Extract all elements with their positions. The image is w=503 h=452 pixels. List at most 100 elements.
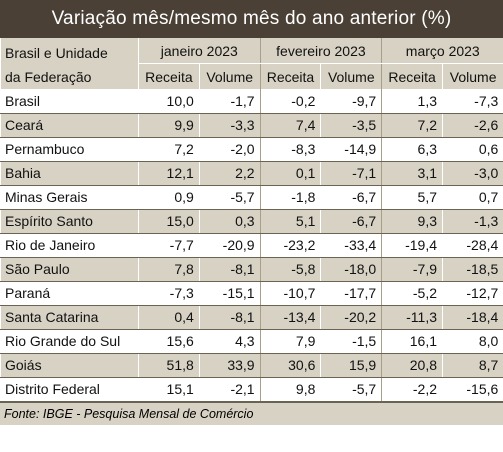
cell-value: -20,9 bbox=[198, 233, 261, 258]
row-label: Brasil bbox=[0, 89, 139, 114]
table-row: Goiás 51,8 33,9 30,6 15,9 20,8 8,7 bbox=[0, 353, 503, 378]
cell-value: -2,1 bbox=[198, 377, 261, 402]
cell-value: 33,9 bbox=[198, 353, 261, 378]
cell-value: 0,3 bbox=[198, 209, 261, 234]
cell-value: 1,3 bbox=[381, 89, 443, 114]
cell-value: -6,7 bbox=[320, 185, 382, 210]
cell-value: -1,7 bbox=[198, 89, 261, 114]
cell-value: 0,9 bbox=[138, 185, 200, 210]
cell-value: -18,4 bbox=[442, 305, 503, 330]
table-body: Brasil 10,0 -1,7 -0,2 -9,7 1,3 -7,3 Cear… bbox=[0, 89, 503, 402]
cell-value: -15,6 bbox=[442, 377, 503, 402]
table-row: Ceará 9,9 -3,3 7,4 -3,5 7,2 -2,6 bbox=[0, 113, 503, 138]
cell-value: 5,7 bbox=[381, 185, 443, 210]
cell-value: 15,6 bbox=[138, 329, 200, 354]
cell-value: 8,0 bbox=[442, 329, 503, 354]
subheader-volume: Volume bbox=[320, 63, 382, 89]
cell-value: -7,3 bbox=[442, 89, 503, 114]
cell-value: 0,1 bbox=[259, 161, 321, 186]
cell-value: -15,1 bbox=[198, 281, 261, 306]
table-row: Paraná -7,3 -15,1 -10,7 -17,7 -5,2 -12,7 bbox=[0, 281, 503, 306]
cell-value: -1,8 bbox=[259, 185, 321, 210]
cell-value: 12,1 bbox=[138, 161, 200, 186]
month-header-january: janeiro 2023 bbox=[138, 38, 261, 64]
cell-value: -2,2 bbox=[381, 377, 443, 402]
cell-value: 2,2 bbox=[198, 161, 261, 186]
table-row: Brasil 10,0 -1,7 -0,2 -9,7 1,3 -7,3 bbox=[0, 89, 503, 114]
cell-value: 10,0 bbox=[138, 89, 200, 114]
cell-value: -5,8 bbox=[259, 257, 321, 282]
cell-value: -3,3 bbox=[198, 113, 261, 138]
cell-value: -33,4 bbox=[320, 233, 382, 258]
cell-value: -17,7 bbox=[320, 281, 382, 306]
cell-value: -1,3 bbox=[442, 209, 503, 234]
table-row: Santa Catarina 0,4 -8,1 -13,4 -20,2 -11,… bbox=[0, 305, 503, 330]
region-header-line1: Brasil e Unidade bbox=[5, 45, 108, 61]
cell-value: 7,8 bbox=[138, 257, 200, 282]
subheader-receita: Receita bbox=[381, 63, 443, 89]
row-label: Distrito Federal bbox=[0, 377, 139, 402]
cell-value: 15,1 bbox=[138, 377, 200, 402]
subheader-volume: Volume bbox=[442, 63, 503, 89]
cell-value: -18,5 bbox=[442, 257, 503, 282]
cell-value: 5,1 bbox=[259, 209, 321, 234]
cell-value: 15,9 bbox=[320, 353, 382, 378]
row-label: Rio de Janeiro bbox=[0, 233, 139, 258]
row-label: Pernambuco bbox=[0, 137, 139, 162]
cell-value: 8,7 bbox=[442, 353, 503, 378]
cell-value: 7,9 bbox=[259, 329, 321, 354]
table-header: Brasil e Unidade da Federação janeiro 20… bbox=[0, 38, 503, 89]
cell-value: 15,0 bbox=[138, 209, 200, 234]
cell-value: -8,3 bbox=[259, 137, 321, 162]
cell-value: -23,2 bbox=[259, 233, 321, 258]
cell-value: -5,7 bbox=[320, 377, 382, 402]
cell-value: 0,4 bbox=[138, 305, 200, 330]
table-row: Pernambuco 7,2 -2,0 -8,3 -14,9 6,3 0,6 bbox=[0, 137, 503, 162]
subheader-receita: Receita bbox=[259, 63, 321, 89]
cell-value: -7,7 bbox=[138, 233, 200, 258]
row-label: Espírito Santo bbox=[0, 209, 139, 234]
cell-value: -5,7 bbox=[198, 185, 261, 210]
cell-value: -3,0 bbox=[442, 161, 503, 186]
cell-value: 6,3 bbox=[381, 137, 443, 162]
source-note: Fonte: IBGE - Pesquisa Mensal de Comérci… bbox=[0, 401, 503, 425]
table-row: Rio Grande do Sul 15,6 4,3 7,9 -1,5 16,1… bbox=[0, 329, 503, 354]
table-row: Rio de Janeiro -7,7 -20,9 -23,2 -33,4 -1… bbox=[0, 233, 503, 258]
cell-value: -19,4 bbox=[381, 233, 443, 258]
cell-value: -18,0 bbox=[320, 257, 382, 282]
row-label: Paraná bbox=[0, 281, 139, 306]
cell-value: -7,9 bbox=[381, 257, 443, 282]
cell-value: -11,3 bbox=[381, 305, 443, 330]
table-row: São Paulo 7,8 -8,1 -5,8 -18,0 -7,9 -18,5 bbox=[0, 257, 503, 282]
cell-value: -2,6 bbox=[442, 113, 503, 138]
cell-value: 4,3 bbox=[198, 329, 261, 354]
cell-value: 9,8 bbox=[259, 377, 321, 402]
cell-value: -2,0 bbox=[198, 137, 261, 162]
cell-value: -7,3 bbox=[138, 281, 200, 306]
data-table: Brasil e Unidade da Federação janeiro 20… bbox=[0, 38, 503, 402]
cell-value: 0,6 bbox=[442, 137, 503, 162]
cell-value: -20,2 bbox=[320, 305, 382, 330]
subheader-volume: Volume bbox=[198, 63, 261, 89]
cell-value: 9,3 bbox=[381, 209, 443, 234]
cell-value: 7,2 bbox=[381, 113, 443, 138]
table-row: Minas Gerais 0,9 -5,7 -1,8 -6,7 5,7 0,7 bbox=[0, 185, 503, 210]
cell-value: 7,4 bbox=[259, 113, 321, 138]
cell-value: -6,7 bbox=[320, 209, 382, 234]
cell-value: -0,2 bbox=[259, 89, 321, 114]
table-row: Bahia 12,1 2,2 0,1 -7,1 3,1 -3,0 bbox=[0, 161, 503, 186]
table-row: Espírito Santo 15,0 0,3 5,1 -6,7 9,3 -1,… bbox=[0, 209, 503, 234]
cell-value: -5,2 bbox=[381, 281, 443, 306]
cell-value: 16,1 bbox=[381, 329, 443, 354]
cell-value: -12,7 bbox=[442, 281, 503, 306]
month-header-february: fevereiro 2023 bbox=[259, 38, 382, 64]
row-label: Ceará bbox=[0, 113, 139, 138]
cell-value: 20,8 bbox=[381, 353, 443, 378]
cell-value: -10,7 bbox=[259, 281, 321, 306]
cell-value: 51,8 bbox=[138, 353, 200, 378]
cell-value: -3,5 bbox=[320, 113, 382, 138]
cell-value: 30,6 bbox=[259, 353, 321, 378]
region-column-header: Brasil e Unidade da Federação bbox=[0, 38, 139, 89]
cell-value: -7,1 bbox=[320, 161, 382, 186]
cell-value: -13,4 bbox=[259, 305, 321, 330]
